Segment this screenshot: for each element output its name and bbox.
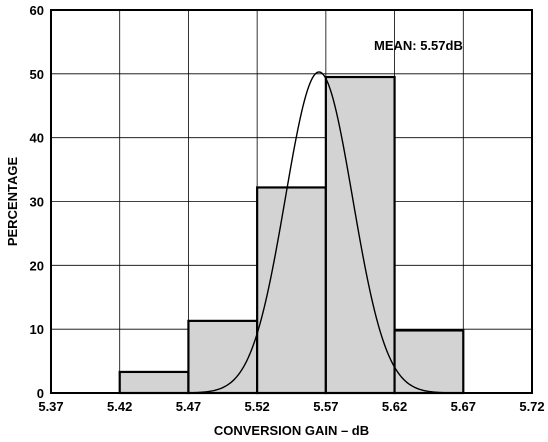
y-tick-label: 20 — [30, 258, 44, 273]
plot-border — [50, 9, 533, 394]
x-tick-label: 5.42 — [107, 399, 132, 414]
x-tick-label: 5.62 — [382, 399, 407, 414]
y-tick-label: 50 — [30, 67, 44, 82]
y-axis-title: PERCENTAGE — [5, 157, 20, 247]
x-tick-labels: 5.37 5.42 5.47 5.52 5.57 5.62 5.67 5.72 — [38, 399, 544, 414]
y-tick-label: 0 — [37, 386, 44, 401]
histogram-bar-4 — [324, 75, 396, 395]
x-tick-label: 5.47 — [176, 399, 201, 414]
y-tick-label: 60 — [30, 3, 44, 18]
y-tick-label: 30 — [30, 195, 44, 210]
plot-frame — [50, 9, 533, 394]
x-tick-label: 5.52 — [244, 399, 269, 414]
histogram-bars — [118, 75, 465, 395]
histogram-bar-1 — [118, 370, 190, 395]
y-tick-label: 10 — [30, 322, 44, 337]
histogram-bar-2 — [187, 319, 259, 395]
y-tick-label: 40 — [30, 131, 44, 146]
x-tick-label: 5.57 — [313, 399, 338, 414]
y-tick-labels: 0 10 20 30 40 50 60 — [30, 3, 44, 401]
x-axis-title: CONVERSION GAIN – dB — [214, 423, 369, 438]
x-tick-label: 5.72 — [519, 399, 544, 414]
x-tick-label: 5.67 — [451, 399, 476, 414]
x-tick-label: 5.37 — [38, 399, 63, 414]
histogram-bar-5 — [393, 329, 465, 395]
mean-annotation: MEAN: 5.57dB — [374, 38, 463, 53]
